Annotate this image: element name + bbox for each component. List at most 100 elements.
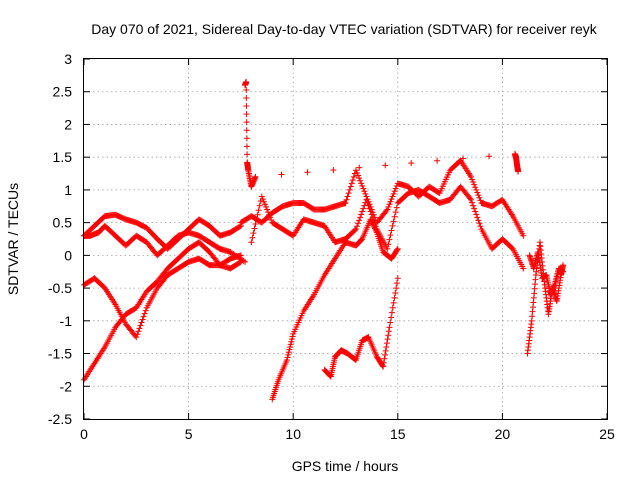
arc-5-point	[362, 190, 369, 197]
arc-8-point	[387, 319, 394, 326]
y-tick-label: -0.5	[48, 280, 72, 296]
y-tick-label: 1.5	[53, 149, 73, 165]
arc-3-point	[137, 322, 144, 329]
arc-5-point	[359, 182, 366, 189]
outliers-point	[330, 166, 337, 173]
outliers-point	[243, 103, 250, 110]
arc-1-point	[236, 223, 243, 230]
arc-3-point	[135, 328, 142, 335]
outliers-point	[304, 169, 311, 176]
arc-6-point	[253, 216, 260, 223]
arc-3-point	[237, 252, 244, 259]
y-tick-label: 2	[64, 116, 72, 132]
x-tick-label: 5	[185, 426, 193, 442]
arc-6-point	[351, 227, 358, 234]
y-tick-label: 2.5	[53, 84, 73, 100]
arc-7-point	[286, 346, 293, 353]
data-points	[81, 78, 567, 403]
outliers-point	[252, 173, 259, 180]
arc-6-point	[249, 234, 256, 241]
arc-6-point	[248, 239, 255, 246]
arc-8-point	[388, 314, 395, 321]
arc-5-point	[520, 232, 527, 239]
arc-5-point	[357, 177, 364, 184]
arc-6-point	[354, 223, 361, 230]
arc-5-point	[350, 173, 357, 180]
arc-6-point	[356, 217, 363, 224]
y-tick-label: 0.5	[53, 215, 73, 231]
arc-5-point	[354, 169, 361, 176]
arc-5-point	[383, 207, 390, 214]
outliers-point	[356, 164, 363, 171]
arc-5-point	[388, 196, 395, 203]
arc-6-point	[367, 208, 374, 215]
arc-7-point	[371, 224, 378, 231]
arc-6-point	[363, 196, 370, 203]
x-tick-label: 10	[285, 426, 301, 442]
arc-6-point	[263, 203, 270, 210]
axis-ticks: 0 5 10 15 20 25 -2.5 -2 -1.5 -1 -0.5 0 0.5 1 1.5 2 2.5 3	[48, 51, 615, 442]
arc-5-point	[390, 190, 397, 197]
y-axis-label: SDTVAR / TECUs	[5, 183, 21, 295]
outliers-point	[243, 86, 250, 93]
arc-6-point	[387, 232, 394, 239]
y-tick-label: 3	[64, 51, 72, 67]
arc-6-point	[365, 202, 372, 209]
arc-8-point	[392, 290, 399, 296]
arc-2-point	[240, 257, 247, 264]
arc-6-point	[250, 230, 257, 237]
arc-5-point	[385, 203, 392, 210]
arc-5-point	[475, 192, 482, 199]
arc-7-point	[357, 237, 364, 244]
arc-6-point	[256, 202, 263, 209]
arc-6-point	[366, 205, 373, 212]
arc-7-point	[367, 216, 374, 223]
x-tick-label: 25	[599, 426, 615, 442]
outliers-point	[486, 153, 493, 160]
arc-5-point	[355, 172, 362, 179]
arc-6-point	[469, 199, 476, 206]
arc-5-point	[476, 194, 483, 201]
arc-7-point	[285, 349, 292, 356]
y-tick-label: -2	[60, 378, 73, 394]
arc-10-point	[560, 268, 567, 275]
arc-5-point	[392, 185, 399, 192]
outliers-point	[243, 143, 250, 150]
arc-5-point	[358, 180, 365, 187]
arc-8-point	[389, 304, 396, 311]
arc-5-point	[384, 206, 391, 213]
arc-6-point	[364, 199, 371, 206]
arc-8-point	[385, 332, 392, 339]
arc-3-point	[139, 316, 146, 323]
arc-8-point	[381, 355, 388, 362]
arc-8-point	[390, 299, 397, 306]
chart-title: Day 070 of 2021, Sidereal Day-to-day VTE…	[91, 21, 597, 37]
arc-5-point	[360, 185, 367, 192]
arc-7-point	[287, 344, 294, 350]
x-axis-label: GPS time / hours	[292, 458, 399, 474]
arc-7-point	[283, 357, 290, 364]
x-tick-label: 15	[390, 426, 406, 442]
arc-7-point	[288, 336, 295, 343]
arc-8-point	[393, 280, 400, 287]
arc-6-point	[258, 193, 265, 200]
plot-frame	[83, 58, 608, 420]
outliers-point	[278, 171, 285, 178]
arc-6-point	[255, 207, 262, 214]
arc-8-point	[388, 309, 395, 316]
arc-6-point	[477, 223, 484, 230]
arc-6-point	[386, 236, 393, 243]
x-tick-label: 0	[80, 426, 88, 442]
arc-6-point	[466, 195, 473, 202]
arc-8-point	[380, 363, 387, 370]
arc-6-point	[259, 196, 266, 203]
arc-5-point	[345, 190, 352, 197]
arc-6-point	[476, 220, 483, 227]
y-tick-label: -1.5	[48, 346, 72, 362]
arc-3-point	[136, 325, 143, 332]
arc-5-point	[389, 193, 396, 200]
arc-8-point	[379, 362, 386, 369]
arc-5-point	[386, 201, 393, 208]
arc-5-point	[348, 180, 355, 187]
